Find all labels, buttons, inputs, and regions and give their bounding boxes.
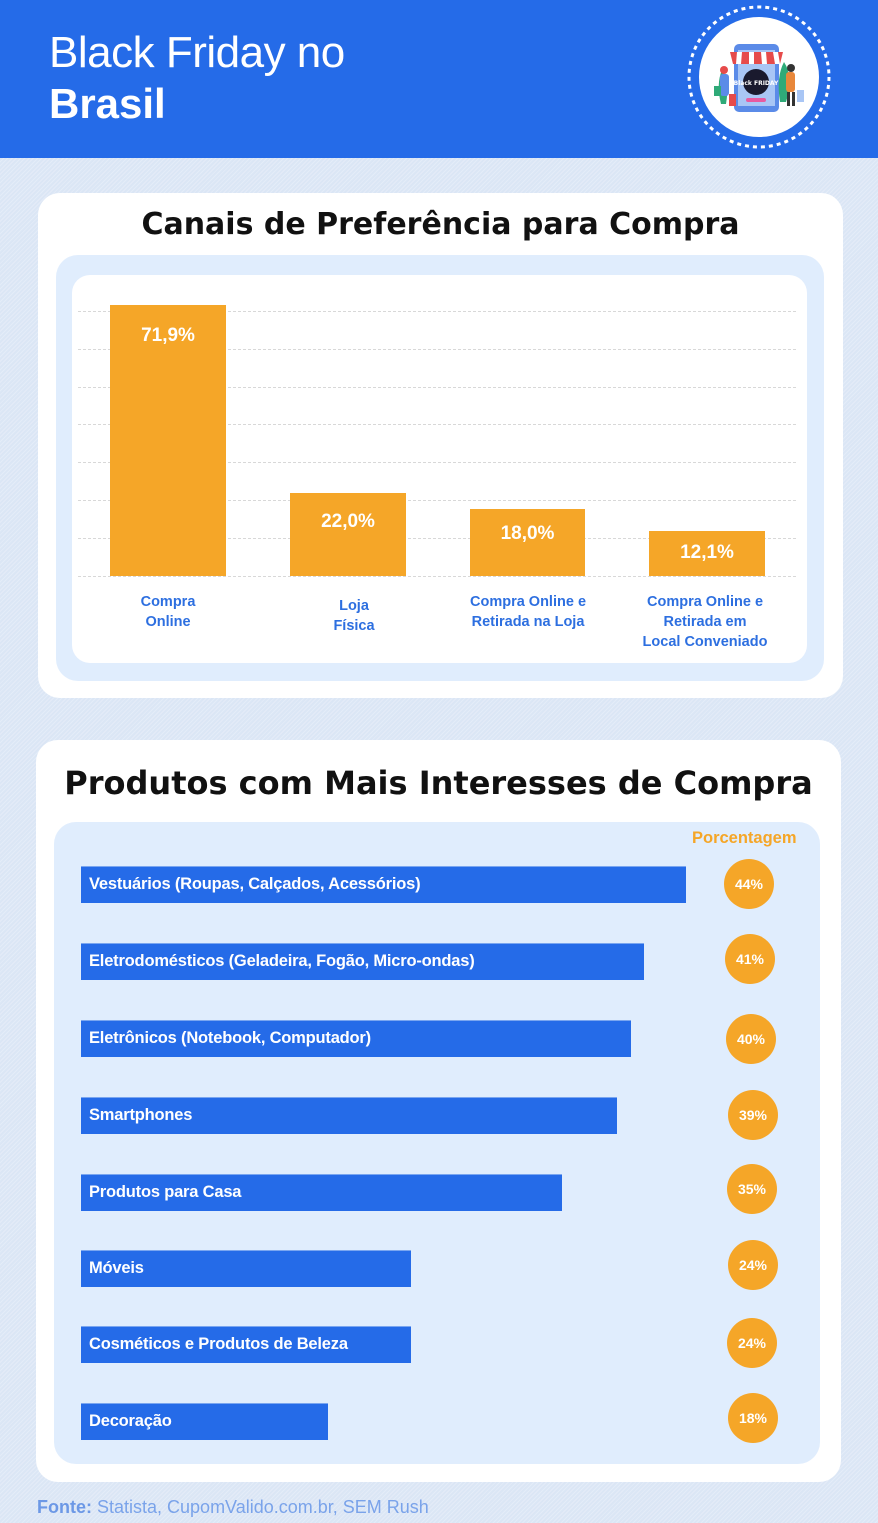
bar-eletronicos: Eletrônicos (Notebook, Computador) [81,1020,631,1057]
bar-label: Decoração [89,1412,172,1430]
category-label: Compra Online [140,594,196,630]
section-title-channels: Canais de Preferência para Compra [141,207,740,242]
percentage-badge: 35% [727,1164,777,1214]
percentage-badge: 18% [728,1393,778,1443]
products-panel [54,822,820,1464]
percentage-column-header: Porcentagem [692,829,797,847]
bar-label: Eletrônicos (Notebook, Computador) [89,1029,371,1047]
category-label: Compra Online e Retirada em Local Conven… [642,594,768,650]
bar-label: Móveis [89,1259,144,1277]
bar-label: Eletrodomésticos (Geladeira, Fogão, Micr… [89,952,475,970]
gridline [78,311,796,312]
bar-label: Vestuários (Roupas, Calçados, Acessórios… [89,875,421,893]
bar-decoracao: Decoração [81,1403,328,1440]
bar-smartphones: Smartphones [81,1097,617,1134]
title-line-1: Black Friday no [49,28,345,77]
section-title-products: Produtos com Mais Interesses de Compra [64,764,813,802]
bar-moveis: Móveis [81,1250,411,1287]
bar-value-label: 22,0% [321,511,375,532]
bar-online-retirada-loja: 18,0% [470,509,585,576]
gridline [78,500,796,501]
percentage-badge: 39% [728,1090,778,1140]
gridline [78,387,796,388]
bar-eletrodomesticos: Eletrodomésticos (Geladeira, Fogão, Micr… [81,943,644,980]
bar-value-label: 71,9% [141,325,195,346]
black-friday-store-illustration-icon: Black FRIDAY [684,2,834,152]
source-footer: Fonte: Statista, CupomValido.com.br, SEM… [37,1497,429,1518]
percentage-badge: 40% [726,1014,776,1064]
bar-online-retirada-conveniado: 12,1% [649,531,765,576]
gridline [78,424,796,425]
bar-cosmeticos: Cosméticos e Produtos de Beleza [81,1326,411,1363]
gridline [78,538,796,539]
category-label: Loja Física [333,598,375,634]
percentage-badge: 24% [727,1318,777,1368]
bar-produtos-casa: Produtos para Casa [81,1174,562,1211]
bar-vestuarios: Vestuários (Roupas, Calçados, Acessórios… [81,866,686,903]
header-banner: Black Friday no Brasil Black FRIDAY [0,0,878,158]
bar-label: Produtos para Casa [89,1183,242,1201]
gridline [78,462,796,463]
bar-compra-online: 71,9% [110,305,226,576]
bar-loja-fisica: 22,0% [290,493,406,576]
percentage-badge: 44% [724,859,774,909]
source-label: Fonte: [37,1497,92,1517]
gridline [78,349,796,350]
bar-label: Cosméticos e Produtos de Beleza [89,1335,348,1353]
bar-value-label: 18,0% [500,523,555,544]
percentage-badge: 41% [725,934,775,984]
source-list: Statista, CupomValido.com.br, SEM Rush [97,1497,429,1517]
gridline [78,576,796,577]
title-line-2: Brasil [49,80,166,127]
bar-value-label: 12,1% [680,542,734,563]
category-label: Compra Online e Retirada na Loja [469,594,587,630]
percentage-badge: 24% [728,1240,778,1290]
svg-text:Black FRIDAY: Black FRIDAY [734,80,779,87]
bar-label: Smartphones [89,1106,193,1124]
